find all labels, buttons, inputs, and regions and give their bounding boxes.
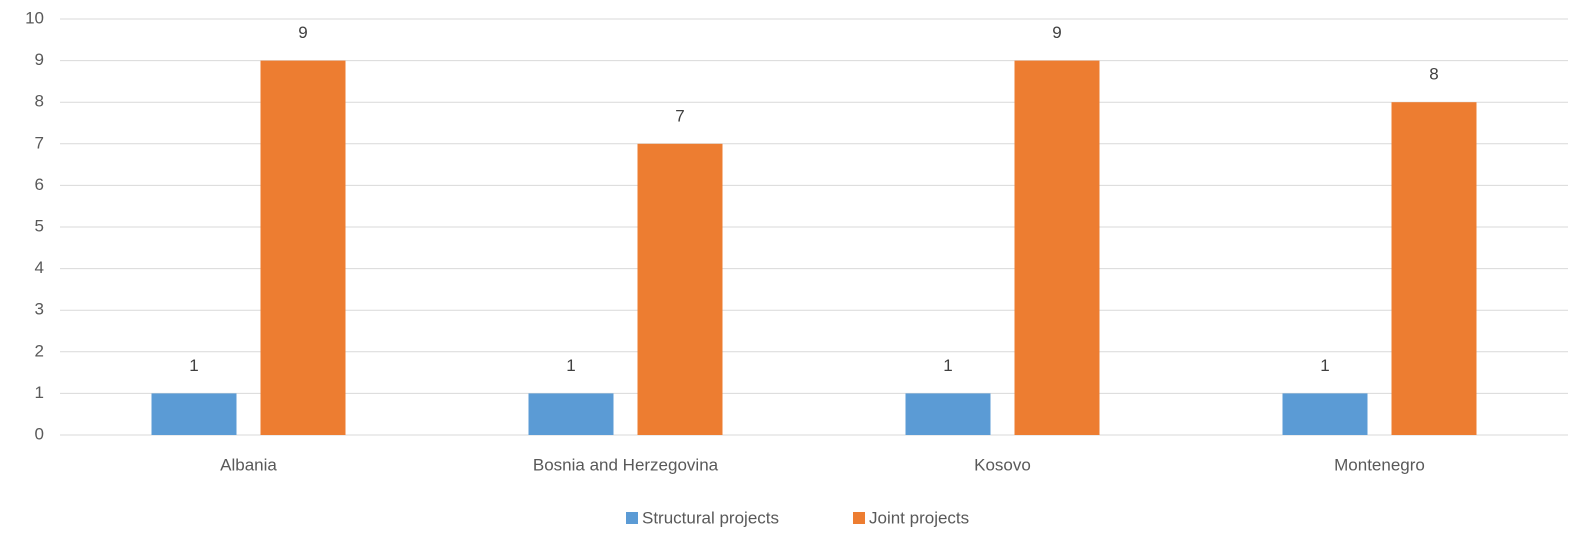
legend-swatch — [853, 512, 865, 524]
data-label: 8 — [1429, 65, 1438, 84]
x-tick-label: Albania — [220, 455, 277, 474]
y-tick-label: 5 — [35, 216, 44, 235]
legend-label: Joint projects — [869, 508, 969, 527]
y-tick-label: 1 — [35, 383, 44, 402]
data-label: 1 — [943, 356, 952, 375]
bar — [260, 60, 346, 435]
bar — [528, 393, 614, 435]
y-tick-label: 8 — [35, 92, 44, 111]
y-tick-label: 2 — [35, 341, 44, 360]
legend-label: Structural projects — [642, 508, 779, 527]
x-tick-label: Kosovo — [974, 455, 1031, 474]
bar — [1014, 60, 1100, 435]
bar — [1391, 102, 1477, 435]
x-tick-label: Bosnia and Herzegovina — [533, 455, 719, 474]
data-label: 7 — [675, 106, 684, 125]
data-label: 9 — [298, 23, 307, 42]
y-tick-label: 10 — [25, 8, 44, 27]
x-tick-label: Montenegro — [1334, 455, 1425, 474]
legend-swatch — [626, 512, 638, 524]
y-tick-label: 6 — [35, 175, 44, 194]
data-label: 1 — [189, 356, 198, 375]
y-tick-label: 9 — [35, 50, 44, 69]
y-tick-label: 7 — [35, 133, 44, 152]
data-label: 9 — [1052, 23, 1061, 42]
y-tick-label: 0 — [35, 424, 44, 443]
bar — [151, 393, 237, 435]
bar — [1282, 393, 1368, 435]
data-label: 1 — [566, 356, 575, 375]
y-tick-label: 3 — [35, 300, 44, 319]
y-tick-label: 4 — [35, 258, 44, 277]
data-label: 1 — [1320, 356, 1329, 375]
bar — [905, 393, 991, 435]
bar — [637, 143, 723, 436]
